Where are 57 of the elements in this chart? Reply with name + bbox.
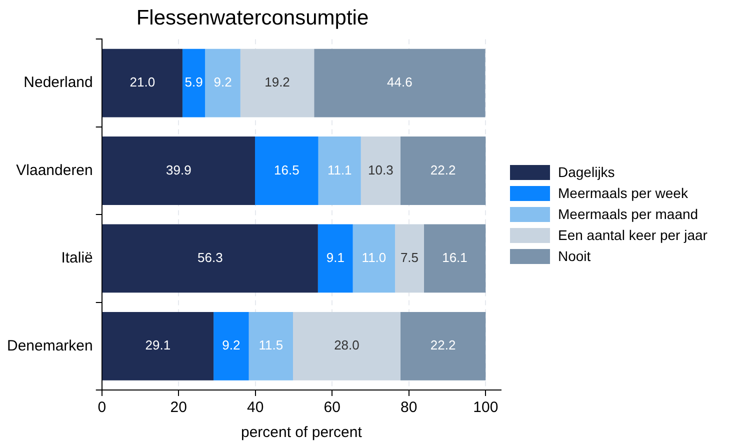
data-label: 22.2 [430, 338, 456, 353]
bar [360, 136, 400, 205]
data-label: 9.2 [214, 74, 232, 90]
data-label: 7.5 [400, 250, 419, 266]
data-label: 16.1 [442, 250, 468, 266]
bar [102, 48, 182, 118]
data-label: 39.9 [166, 162, 192, 178]
legend-label: Meermaals per maand [558, 206, 698, 222]
data-label: 22.2 [430, 162, 456, 178]
data-label: 5.9 [184, 74, 203, 90]
bar [318, 136, 361, 205]
y-tick-label: Italië [61, 250, 93, 267]
bar [205, 48, 240, 118]
data-label: 11.0 [362, 250, 386, 266]
bar [102, 224, 318, 293]
data-label: 19.2 [264, 74, 290, 90]
bar [102, 312, 214, 380]
bar [424, 224, 486, 293]
data-label: 11.5 [258, 338, 284, 353]
bar [240, 48, 314, 118]
x-tick-label: 100 [473, 399, 498, 416]
bar [214, 312, 249, 380]
data-label: 21.0 [130, 74, 156, 90]
bar [400, 136, 486, 205]
bar [318, 224, 353, 293]
bar [400, 312, 486, 380]
bar [395, 224, 424, 293]
legend-label: Een aantal keer per jaar [558, 227, 708, 243]
legend-label: Nooit [558, 248, 591, 264]
y-tick-label: Vlaanderen [16, 162, 93, 179]
data-label: 16.5 [274, 162, 300, 178]
x-axis-title: percent of percent [240, 424, 363, 442]
bar [102, 136, 255, 205]
data-label: 10.3 [368, 162, 394, 178]
x-tick-label: 80 [400, 399, 418, 416]
x-tick-label: 0 [98, 399, 106, 416]
bar [255, 136, 318, 205]
data-label: 11.1 [327, 162, 352, 178]
bar [292, 312, 400, 380]
bar [352, 224, 396, 293]
legend-label: Meermaals per week [558, 185, 688, 201]
x-tick-label: 20 [170, 399, 187, 416]
data-label: 29.1 [145, 338, 171, 353]
data-label: 44.6 [387, 74, 412, 90]
data-label: 9.2 [222, 338, 240, 353]
data-label: 9.1 [326, 250, 344, 266]
bar [248, 312, 293, 380]
chart-title: Flessenwaterconsumptie [136, 6, 369, 30]
x-tick-label: 60 [324, 399, 340, 416]
x-tick-label: 40 [247, 399, 264, 416]
data-label: 28.0 [334, 338, 360, 353]
bar [314, 48, 486, 118]
y-tick-label: Denemarken [6, 337, 93, 354]
y-tick-label: Nederland [24, 74, 93, 92]
bar [182, 48, 206, 118]
legend-label: Dagelijks [558, 164, 615, 180]
data-label: 56.3 [198, 250, 223, 266]
